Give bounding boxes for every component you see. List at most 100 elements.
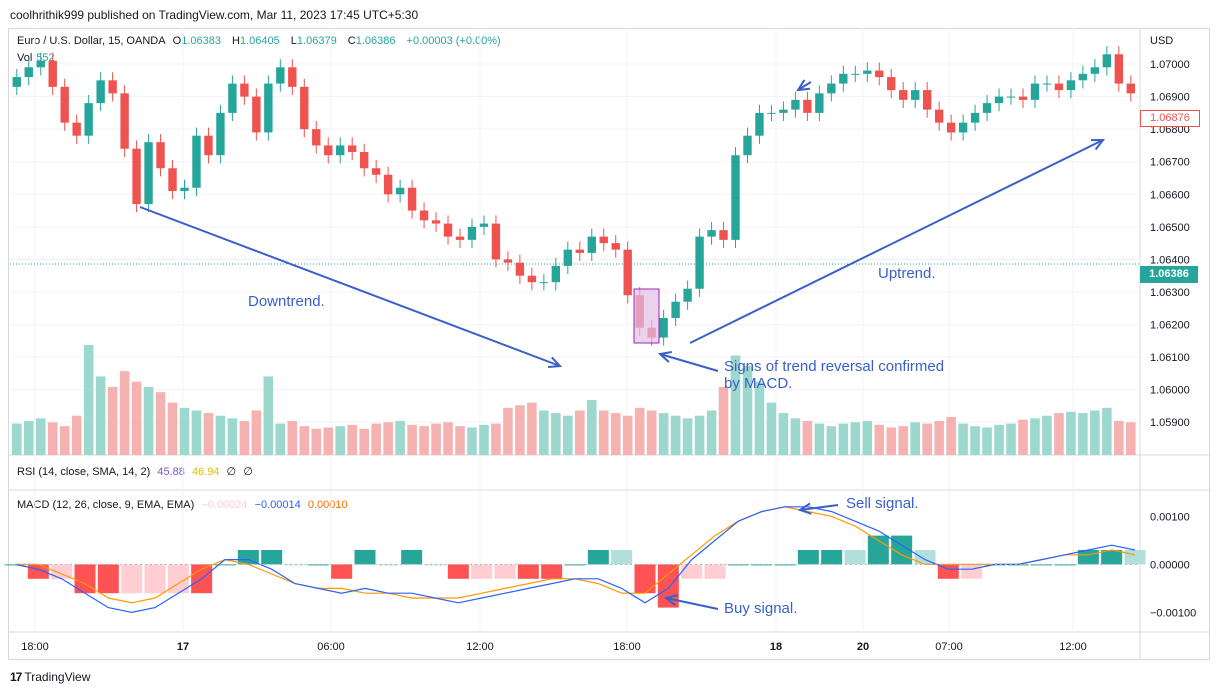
symbol-title[interactable]: Euro / U.S. Dollar, 15, OANDA [17,35,166,47]
volume-bar [12,423,22,455]
macd-histogram-bar [261,550,283,565]
macd-histogram-bar [51,564,73,579]
candle-body [240,83,249,97]
volume-bar [287,420,298,455]
ohlc-close: C1.06386 [347,35,396,47]
candle-body [96,80,105,104]
volume-bar [47,422,58,455]
ohlc-open: O1.06383 [172,35,221,47]
volume-bar [598,410,609,455]
volume-bar [670,415,681,455]
prev-price-badge: 1.06876 [1140,110,1200,127]
candle-body [659,318,668,338]
rsi-legend: RSI (14, close, SMA, 14, 2) 45.88 46.94 … [17,465,257,478]
macd-histogram-bar [167,564,189,594]
volume-bar [407,424,417,455]
price-tick-label: 1.06700 [1150,157,1190,169]
candle-body [324,145,333,156]
candle-body [599,236,608,244]
macd-histogram-bar [517,564,539,579]
candle-body [491,223,501,260]
macd-histogram-bar [867,535,889,565]
candle-body [922,90,932,110]
rsi-band-upper: ∅ [226,466,237,478]
candle-body [300,86,309,130]
candle-body [683,288,692,302]
sell-arrow [799,504,839,511]
tv-logo-icon: 17 [10,670,22,684]
time-tick-label: 18:00 [613,641,641,653]
reversal-label-line1: Signs of trend reversal confirmed [724,358,945,375]
volume-bar [610,413,621,455]
volume-bar [311,428,322,455]
price-tick-label: 1.06800 [1150,124,1190,136]
volume-bar [107,386,118,455]
macd-histogram-bar [331,564,353,579]
candle-body [743,135,752,156]
volume-bar [83,345,94,455]
candle-body [623,249,632,296]
rsi-title[interactable]: RSI (14, close, SMA, 14, 2) [17,466,151,478]
volume-bar [1090,410,1100,455]
volume-bar [730,355,741,455]
volume-bar [1078,413,1088,455]
time-tick-label: 18 [770,641,782,653]
volume-bar [203,413,214,455]
volume-bar [1006,423,1016,455]
time-tick-label: 07:00 [935,641,963,653]
time-tick-label: 12:00 [1059,641,1087,653]
sell-arrow-head [797,502,812,515]
macd-tick-label: −0.00100 [1150,607,1196,619]
candle-body [803,99,812,113]
volume-bar [982,427,992,455]
price-tick-label: 1.07000 [1150,59,1190,71]
macd-title[interactable]: MACD (12, 26, close, 9, EMA, EMA) [17,499,195,511]
candle-body [815,93,824,113]
price-tick-label: 1.06200 [1150,320,1190,332]
candle-body [671,301,680,319]
volume-bar [958,423,968,455]
candle-body [587,236,596,253]
candle-body [431,220,441,224]
price-tick-label: 1.06600 [1150,189,1190,201]
candle-body [1102,54,1112,68]
volume-bar [862,420,873,455]
rsi-ma-value: 46.94 [191,466,220,478]
candle-body [719,230,728,240]
candle-body [827,83,836,94]
macd-histogram-bar [144,564,166,594]
volume-bar [347,424,357,455]
macd-hist-value: −0.00024 [201,499,248,511]
ohlc-low: L1.06379 [290,35,337,47]
volume-bar [718,386,729,455]
volume-bar [814,423,825,455]
volume-bar [299,426,310,455]
candle-body [575,249,584,253]
volume-bar [275,423,286,455]
tradingview-logo[interactable]: 17 TradingView [10,670,91,684]
volume-bar [754,381,765,455]
candle-body [994,96,1004,104]
candle-body [204,135,213,156]
volume-bar [527,402,537,455]
macd-histogram-bar [1077,550,1099,565]
macd-histogram-bar [727,564,749,566]
time-tick-label: 06:00 [317,641,345,653]
volume-bar [838,423,849,455]
macd-histogram-bar [937,564,959,579]
candle-body [899,90,908,100]
macd-histogram-bar [354,550,376,565]
candle-body [695,236,704,289]
candle-body [336,145,345,156]
macd-histogram-bar [821,550,843,565]
reversal-arrow [659,353,719,372]
current-price-badge: 1.06386 [1140,266,1198,283]
candle-body [731,155,740,240]
volume-bar [227,418,238,455]
volume-bar [431,423,441,455]
macd-histogram-bar [401,550,423,565]
uptrend-arrow [689,139,1104,344]
candle-body [216,112,225,156]
volume-bar [1066,411,1076,455]
